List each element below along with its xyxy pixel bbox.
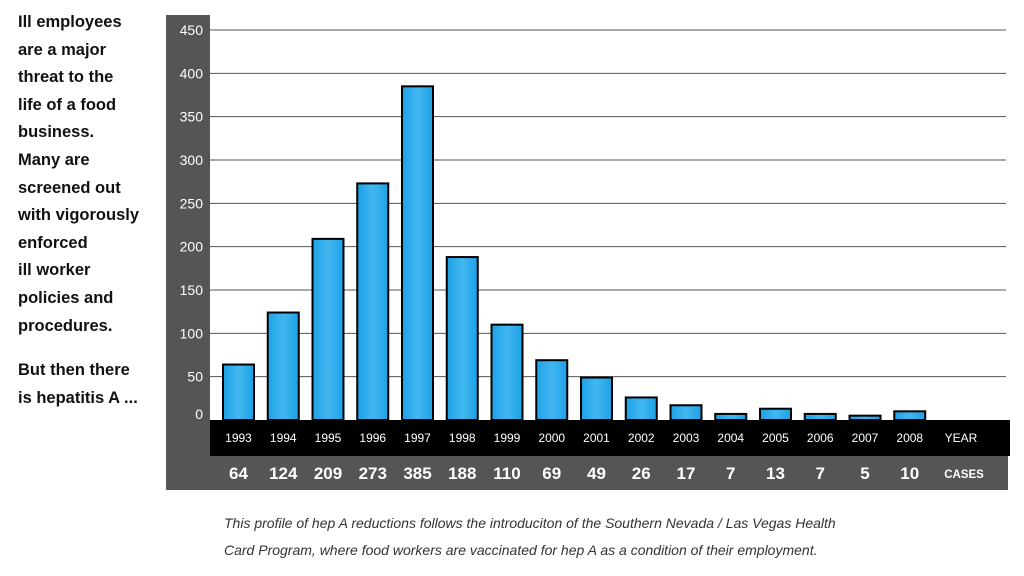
cases-value-label: 188 [448,464,476,483]
bar [401,85,434,421]
bar [714,412,748,421]
intro-line: with vigorously [18,206,140,225]
cases-value-label: 7 [816,464,825,483]
bar [356,182,390,421]
hepatitis-paragraph: But then there is hepatitis A ... [18,357,168,412]
y-tick-label: 150 [180,282,204,298]
year-label: 2008 [896,431,923,445]
cases-value-label: 124 [269,464,298,483]
intro-text: Ill employees are a major threat to the … [18,9,168,412]
cases-value-label: 10 [900,464,919,483]
year-label: 2007 [852,431,879,445]
cases-value-label: 26 [632,464,651,483]
cases-value-label: 49 [587,464,606,483]
intro-line: Many are [18,150,90,169]
y-tick-label: 300 [180,152,204,168]
bar [669,404,703,421]
bar [624,396,658,422]
year-label: 1994 [270,431,297,445]
cases-value-label: 273 [359,464,387,483]
y-tick-label: 450 [180,22,204,38]
bar [445,256,479,422]
year-label: 2004 [717,431,744,445]
intro-line: is hepatitis A ... [18,388,138,407]
intro-line: procedures. [18,316,113,335]
bar [759,407,792,422]
caption-line: Card Program, where food workers are vac… [224,542,818,558]
cases-value-label: 7 [726,464,735,483]
intro-line: business. [18,123,95,142]
cases-row-label: CASES [944,469,984,481]
bar [893,410,927,422]
bar [535,359,569,422]
intro-paragraph: Ill employees are a major threat to the … [18,9,168,340]
year-label: 2005 [762,431,789,445]
year-label: 2002 [628,431,655,445]
y-tick-label: 0 [195,406,203,422]
cases-value-label: 17 [677,464,696,483]
bar [222,363,255,421]
y-tick-label: 250 [180,195,204,211]
intro-line: screened out [18,178,121,197]
intro-line: ill worker [18,261,91,280]
cases-value-label: 385 [403,464,431,483]
year-band [210,420,1010,456]
bar [848,414,882,421]
cases-value-label: 110 [493,464,520,483]
caption-line: This profile of hep A reductions follows… [224,515,836,531]
bar [580,376,613,421]
cases-value-label: 69 [542,464,561,483]
y-tick-label: 350 [180,109,204,125]
cases-value-label: 5 [860,464,869,483]
year-row-label: YEAR [945,431,978,445]
intro-line: But then there [18,361,130,380]
year-label: 2000 [538,431,565,445]
intro-line: enforced [18,233,88,252]
cases-value-label: 13 [766,464,785,483]
chart-caption: This profile of hep A reductions follows… [224,510,1014,564]
y-tick-label: 200 [180,239,204,255]
year-label: 2001 [583,431,610,445]
y-tick-label: 400 [180,65,204,81]
intro-line: threat to the [18,68,114,87]
y-tick-label: 100 [180,325,204,341]
year-label: 1999 [494,431,521,445]
bar [266,311,300,421]
bar [803,412,837,421]
year-label: 2003 [673,431,700,445]
year-label: 1998 [449,431,476,445]
bar [311,237,345,421]
intro-line: life of a food [18,95,117,114]
intro-line: are a major [18,40,107,59]
y-tick-label: 50 [187,369,203,385]
year-label: 1997 [404,431,431,445]
bar [490,323,524,421]
year-label: 1996 [359,431,386,445]
year-label: 2006 [807,431,834,445]
year-label: 1993 [225,431,252,445]
cases-value-label: 64 [229,464,248,483]
intro-line: policies and [18,288,114,307]
cases-value-label: 209 [314,464,342,483]
intro-line: Ill employees [18,13,122,31]
year-label: 1995 [315,431,342,445]
